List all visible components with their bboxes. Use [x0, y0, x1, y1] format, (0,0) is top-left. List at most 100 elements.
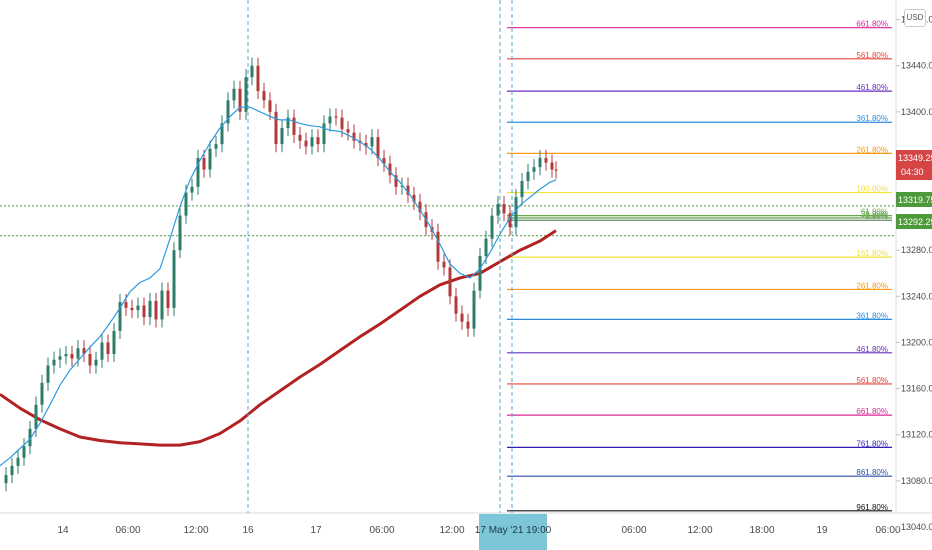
price-tick-label: 13440.00: [901, 61, 932, 71]
ema-fast-line: [0, 106, 557, 467]
candle-body: [454, 296, 458, 314]
candle-body: [442, 261, 446, 268]
fib-level-label: 761.80%: [856, 439, 888, 448]
price-label-box: [896, 192, 932, 207]
price-label-box: [896, 150, 932, 180]
ema-fast-path: [0, 106, 557, 467]
price-labels: 13349.25 04:30 13319.75 13292.25: [896, 150, 932, 229]
fib-level-label: 561.80%: [856, 376, 888, 385]
candle-body: [100, 342, 104, 360]
price-tick-label: 13160.00: [901, 384, 932, 394]
vertical-markers: [247, 0, 513, 513]
candle-body: [352, 132, 356, 141]
time-tick-label: 06:00: [369, 525, 394, 536]
time-tick-label: 19: [816, 525, 828, 536]
candle-body: [448, 267, 452, 297]
price-tick-label: 13040.00: [901, 522, 932, 532]
candle-body: [4, 475, 8, 484]
candle-body: [52, 359, 56, 366]
candle-body: [166, 290, 170, 308]
candles: [4, 57, 558, 492]
candle-body: [364, 142, 368, 147]
candle-body: [184, 192, 188, 216]
candle-body: [46, 365, 50, 383]
ema-slow-path: [0, 229, 557, 447]
candle-body: [190, 186, 194, 193]
time-tick-label: 14: [57, 525, 69, 536]
price-tick-label: 13120.00: [901, 430, 932, 440]
candle-body: [220, 123, 224, 145]
candle-body: [388, 163, 392, 176]
fib-level-label: 861.80%: [856, 468, 888, 477]
fib-level-label: 361.80%: [856, 311, 888, 320]
candle-body: [10, 465, 14, 476]
time-tick-label: 12:00: [439, 525, 464, 536]
candle-body: [106, 342, 110, 354]
candle-body: [238, 88, 242, 112]
candle-body: [172, 250, 176, 308]
candle-body: [154, 300, 158, 320]
candle-body: [466, 321, 470, 329]
candle-body: [22, 446, 26, 458]
candle-body: [538, 157, 542, 168]
currency-button[interactable]: USD: [904, 9, 926, 27]
candle-body: [148, 300, 152, 318]
time-tick-label: 06:00: [621, 525, 646, 536]
candle-body: [202, 157, 206, 170]
candle-body: [544, 157, 548, 163]
candle-body: [76, 348, 80, 359]
candle-body: [418, 201, 422, 213]
candle-body: [232, 88, 236, 101]
fib-level-label: 361.80%: [856, 114, 888, 123]
price-tick-label: 13080.00: [901, 476, 932, 486]
price-tick-label: 13200.00: [901, 337, 932, 347]
time-tick-label: 12:00: [687, 525, 712, 536]
candle-body: [118, 302, 122, 331]
time-axis: 1406:0012:00161706:0012:001806:0012:0018…: [57, 514, 901, 550]
candle-body: [328, 116, 332, 124]
fib-level-label: 61.80%: [861, 208, 888, 217]
support-lines: [0, 205, 896, 237]
candle-body: [478, 255, 482, 291]
fib-level-label: 461.80%: [856, 83, 888, 92]
candle-body: [112, 330, 116, 354]
time-highlight-label: 17 May '21 19:00: [475, 525, 552, 536]
candle-body: [472, 290, 476, 329]
time-tick-label: 06:00: [875, 525, 900, 536]
fibonacci-levels: 961.80% 861.80% 761.80% 661.80% 561.80% 461.8…: [507, 20, 892, 512]
fib-level-label: 661.80%: [856, 20, 888, 29]
candle-body: [554, 169, 558, 171]
candle-body: [226, 100, 230, 124]
candle-body: [142, 305, 146, 318]
fib-level-label: 561.80%: [856, 51, 888, 60]
price-tick-label: 13240.00: [901, 291, 932, 301]
price-label-countdown: 04:30: [901, 167, 924, 177]
price-label-box: [896, 214, 932, 229]
fib-level-label: 161.80%: [856, 249, 888, 258]
candle-body: [268, 100, 272, 112]
candle-body: [412, 194, 416, 202]
candle-body: [316, 137, 320, 145]
fib-level-label: 661.80%: [856, 407, 888, 416]
candle-body: [214, 144, 218, 149]
candle-body: [262, 91, 266, 101]
fib-level-label: 38.20%: [861, 210, 888, 219]
candle-body: [298, 134, 302, 141]
candle-body: [346, 129, 350, 133]
candle-body: [550, 162, 554, 170]
candle-body: [28, 428, 32, 447]
candle-body: [250, 65, 254, 78]
candle-body: [130, 307, 134, 311]
price-tick-label: 13280.00: [901, 245, 932, 255]
candle-body: [496, 204, 500, 216]
candle-body: [58, 356, 62, 360]
candle-body: [292, 117, 296, 135]
candle-body: [196, 157, 200, 187]
candle-body: [394, 175, 398, 187]
candle-body: [136, 305, 140, 311]
candle-body: [34, 404, 38, 429]
candle-body: [508, 213, 512, 228]
candle-body: [160, 290, 164, 320]
candle-body: [382, 157, 386, 164]
